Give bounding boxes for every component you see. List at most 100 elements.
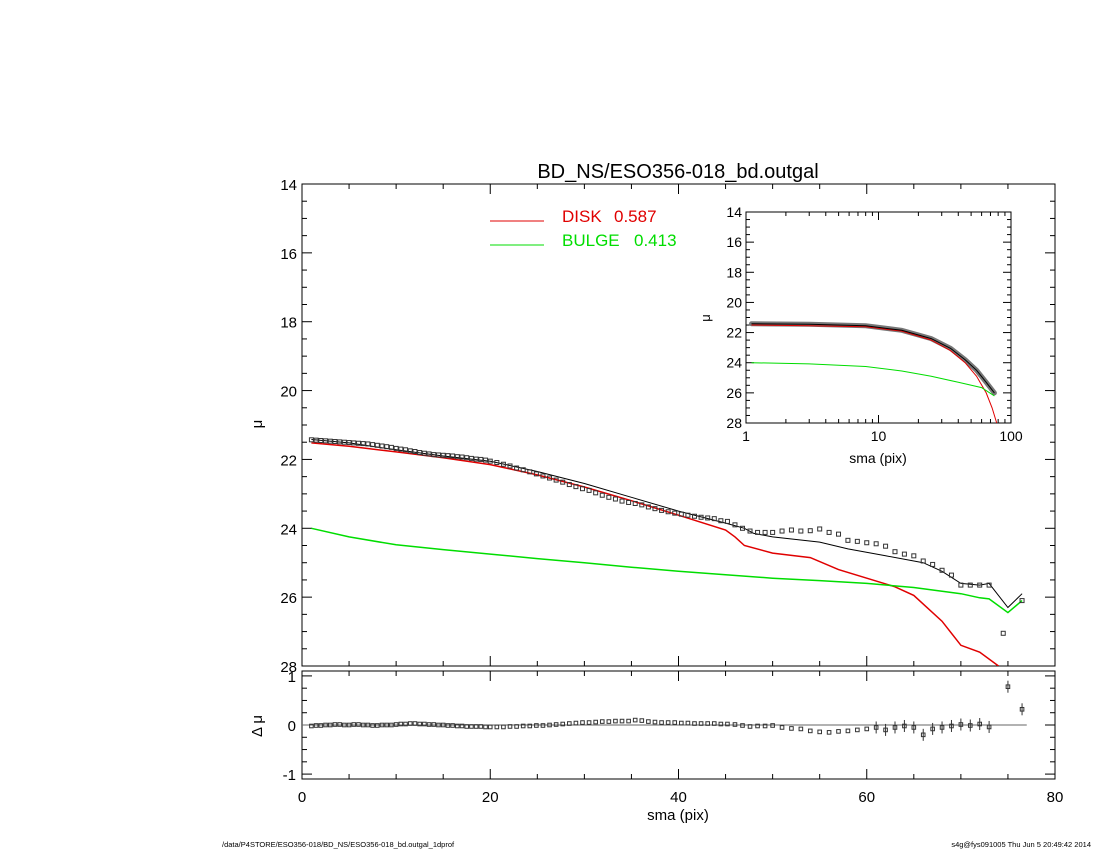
residual-point xyxy=(327,722,333,728)
data-point xyxy=(398,446,404,452)
data-point xyxy=(440,452,446,458)
data-point xyxy=(711,516,717,522)
data-point xyxy=(459,454,465,460)
residual-point xyxy=(534,723,539,728)
inset-y-tick-label: 20 xyxy=(726,294,742,310)
legend: DISK 0.587 BULGE 0.413 xyxy=(490,207,677,250)
residual-point xyxy=(845,728,851,734)
data-point xyxy=(450,453,456,459)
residual-point xyxy=(817,729,822,735)
main-y-tick-label: 16 xyxy=(280,246,297,263)
x-tick-label: 60 xyxy=(858,789,875,806)
residual-point xyxy=(652,719,658,725)
residual-point xyxy=(375,723,380,728)
data-point xyxy=(308,437,314,443)
residual-point xyxy=(639,718,645,723)
residual-point xyxy=(365,722,371,728)
data-point xyxy=(431,452,437,458)
data-point xyxy=(360,441,366,447)
residual-point xyxy=(337,722,342,727)
data-point xyxy=(365,441,371,447)
data-point xyxy=(403,447,409,453)
data-point xyxy=(507,463,513,469)
inset-x-tick-label: 100 xyxy=(999,428,1023,444)
residual-point xyxy=(613,718,618,724)
footer-file-path: /data/P4STORE/ESO356-018/BD_NS/ESO356-01… xyxy=(222,840,455,849)
residual-y-tick-label: 1 xyxy=(288,669,296,686)
data-point xyxy=(370,442,376,448)
data-point xyxy=(652,506,658,512)
data-point xyxy=(612,496,618,502)
residual-point xyxy=(494,724,500,730)
residual-point xyxy=(547,722,552,728)
residual-point xyxy=(779,725,785,730)
inset-axis-ticks: 1 10 100 14 16 18 20 22 24 26 28 xyxy=(726,204,1022,444)
data-point xyxy=(845,537,851,543)
residual-point xyxy=(619,718,625,724)
data-point xyxy=(327,438,333,444)
data-point xyxy=(374,442,380,448)
data-point xyxy=(659,507,665,513)
data-point xyxy=(977,582,983,588)
data-point xyxy=(732,522,738,528)
data-point xyxy=(464,455,470,461)
residual-point xyxy=(389,722,394,728)
residual-point xyxy=(469,724,474,729)
data-point xyxy=(685,512,691,518)
data-point xyxy=(770,529,776,535)
residual-point xyxy=(789,726,794,731)
residual-point xyxy=(422,721,427,727)
data-point xyxy=(435,452,441,458)
data-point xyxy=(619,498,625,504)
main-data-points xyxy=(308,437,1025,636)
data-point xyxy=(323,438,329,444)
residual-point xyxy=(864,726,870,732)
data-point xyxy=(500,461,506,467)
data-point xyxy=(626,499,632,505)
data-point xyxy=(817,526,823,532)
residual-point xyxy=(540,723,546,728)
data-point xyxy=(468,455,474,461)
data-point xyxy=(692,513,698,519)
data-point xyxy=(355,440,361,446)
residual-point xyxy=(659,720,664,725)
residual-point xyxy=(553,722,559,727)
inset-x-axis-label: sma (pix) xyxy=(849,450,907,466)
legend-disk-label: DISK xyxy=(562,207,602,226)
residual-point xyxy=(692,721,697,726)
residual-point xyxy=(356,722,361,727)
residual-point xyxy=(483,724,488,730)
main-profile-panel: 14 16 18 20 22 24 26 28 BD_NS/ESO356-018_bd.out… xyxy=(249,161,1056,676)
data-point xyxy=(586,487,592,493)
main-y-tick-label: 20 xyxy=(280,384,297,401)
residual-point xyxy=(346,722,352,728)
residual-point xyxy=(412,721,418,726)
residual-point xyxy=(685,720,691,726)
residual-point xyxy=(826,730,832,735)
footer-timestamp: s4g@fys091005 Thu Jun 5 20:49:42 2014 xyxy=(951,840,1091,849)
residual-point xyxy=(732,722,738,727)
x-tick-label: 80 xyxy=(1047,789,1064,806)
series-bulge-line xyxy=(311,527,1023,614)
data-point xyxy=(606,494,612,500)
data-point xyxy=(718,518,724,524)
residual-point xyxy=(407,721,413,726)
data-point xyxy=(547,475,553,481)
data-point xyxy=(566,482,572,488)
residual-point xyxy=(747,724,753,729)
residual-point xyxy=(711,721,717,726)
inset-y-tick-label: 14 xyxy=(726,204,742,220)
residual-point xyxy=(455,723,460,729)
residual-point xyxy=(632,717,638,723)
main-y-tick-label: 26 xyxy=(280,590,297,607)
data-point xyxy=(639,502,645,508)
residual-point xyxy=(718,721,724,727)
data-point xyxy=(514,465,520,471)
chart-title: BD_NS/ESO356-018_bd.outgal xyxy=(537,161,818,183)
residual-point xyxy=(560,721,566,727)
data-point xyxy=(593,490,599,496)
residual-point xyxy=(370,723,375,728)
legend-bulge-value: 0.413 xyxy=(634,231,677,250)
